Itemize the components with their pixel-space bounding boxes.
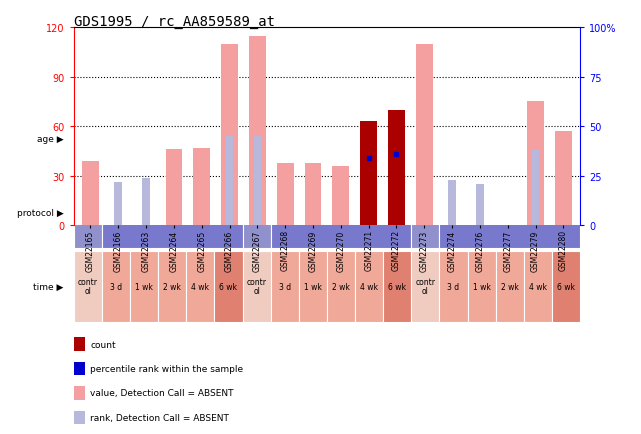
Bar (448, 180, 456, 226)
Bar (555, 132, 572, 226)
Text: 6 wk: 6 wk (388, 282, 406, 291)
Text: percentile rank within the sample: percentile rank within the sample (90, 364, 244, 373)
Bar (271, 251, 299, 322)
Bar (412, 251, 440, 322)
Bar (383, 251, 412, 322)
Bar (194, 148, 210, 226)
Bar (102, 177, 242, 248)
Text: GDS1995 / rc_AA859589_at: GDS1995 / rc_AA859589_at (74, 15, 275, 29)
Bar (74, 177, 102, 248)
Text: 3 d: 3 d (279, 282, 291, 291)
Bar (304, 163, 321, 226)
Bar (388, 111, 405, 226)
Bar (214, 251, 242, 322)
Text: 4 wk: 4 wk (191, 282, 210, 291)
Bar (360, 122, 377, 226)
Bar (226, 137, 233, 226)
Bar (299, 251, 327, 322)
Bar (187, 251, 214, 322)
Bar (416, 45, 433, 226)
Bar (142, 178, 150, 226)
Text: count: count (90, 340, 116, 349)
Text: fracture: fracture (157, 208, 187, 217)
Bar (412, 177, 440, 248)
Bar (333, 166, 349, 226)
Bar (532, 151, 539, 226)
Bar (242, 177, 271, 248)
Bar (158, 251, 187, 322)
Bar (412, 103, 580, 174)
Bar (254, 137, 261, 226)
Bar (355, 251, 383, 322)
Bar (393, 143, 400, 226)
Text: 2 wk: 2 wk (501, 282, 519, 291)
Bar (524, 251, 552, 322)
Text: 3 d: 3 d (110, 282, 122, 291)
Text: fracture: fracture (494, 208, 525, 217)
Bar (130, 251, 158, 322)
Bar (115, 182, 122, 226)
Bar (242, 251, 271, 322)
Text: contr
ol: contr ol (415, 277, 435, 296)
Bar (476, 184, 484, 226)
Text: 6 wk: 6 wk (557, 282, 575, 291)
Text: age ▶: age ▶ (37, 135, 63, 143)
Text: contr
ol: contr ol (78, 277, 98, 296)
Text: 6 weeks: 6 weeks (142, 135, 174, 143)
Text: 2 wk: 2 wk (163, 282, 181, 291)
Bar (440, 177, 580, 248)
Text: 1 wk: 1 wk (135, 282, 153, 291)
Text: 6 wk: 6 wk (219, 282, 237, 291)
Text: no frac
ture: no frac ture (412, 204, 438, 222)
Bar (82, 161, 99, 226)
Text: no frac
ture: no frac ture (74, 204, 101, 222)
Bar (495, 251, 524, 322)
Text: rank, Detection Call = ABSENT: rank, Detection Call = ABSENT (90, 413, 229, 422)
Bar (528, 102, 544, 226)
Bar (74, 103, 242, 174)
Text: protocol ▶: protocol ▶ (17, 208, 63, 217)
Bar (327, 251, 355, 322)
Bar (249, 36, 266, 226)
Text: 26 weeks: 26 weeks (309, 135, 345, 143)
Bar (242, 103, 412, 174)
Text: 1 wk: 1 wk (304, 282, 322, 291)
Text: time ▶: time ▶ (33, 282, 63, 291)
Text: contr
ol: contr ol (247, 277, 267, 296)
Text: 52 weeks: 52 weeks (478, 135, 513, 143)
Bar (440, 251, 467, 322)
Text: fracture: fracture (326, 208, 356, 217)
Text: 4 wk: 4 wk (360, 282, 378, 291)
Bar (271, 177, 412, 248)
Bar (221, 45, 238, 226)
Text: value, Detection Call = ABSENT: value, Detection Call = ABSENT (90, 388, 234, 398)
Bar (74, 251, 102, 322)
Text: 4 wk: 4 wk (529, 282, 547, 291)
Text: 1 wk: 1 wk (472, 282, 490, 291)
Bar (467, 251, 495, 322)
Text: 3 d: 3 d (447, 282, 460, 291)
Text: no frac
ture: no frac ture (243, 204, 270, 222)
Bar (102, 251, 130, 322)
Bar (165, 150, 182, 226)
Text: 2 wk: 2 wk (332, 282, 350, 291)
Bar (277, 163, 294, 226)
Bar (552, 251, 580, 322)
